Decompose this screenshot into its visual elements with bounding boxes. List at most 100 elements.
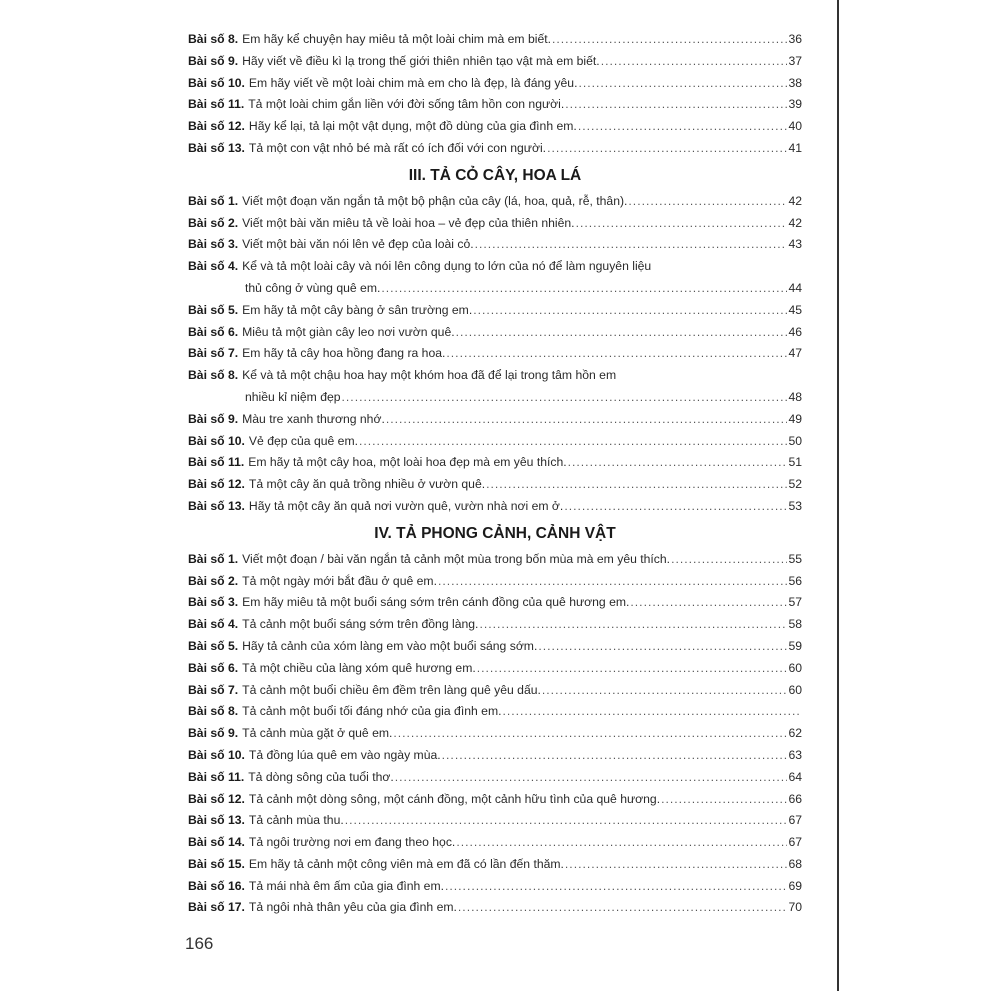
entry-number: Bài số 13.: [188, 813, 245, 828]
entry-number: Bài số 11.: [188, 97, 245, 112]
toc-entry: Bài số 12. Tả một cây ăn quả trồng nhiều …: [188, 474, 802, 496]
dot-leader: [578, 73, 787, 95]
entry-number: Bài số 3.: [188, 237, 239, 252]
entry-page: 64: [788, 769, 802, 784]
entry-title: Tả một loài chim gắn liền với đời sống t…: [248, 97, 565, 112]
toc-entry: Bài số 11.Tả dòng sông của tuổi thơ. 64: [188, 767, 802, 789]
toc-entry: Bài số 1. Viết một đoạn / bài văn ngắn tả…: [188, 549, 802, 571]
entry-title: Viết một đoạn văn ngắn tả một bộ phận củ…: [242, 193, 628, 208]
entry-title: Tả dòng sông của tuổi thơ.: [248, 769, 394, 784]
dot-leader: [552, 29, 787, 51]
entry-title: Tả mái nhà êm ấm của gia đình em.: [248, 878, 445, 893]
entry-title: thủ công ở vùng quê em.: [245, 280, 381, 295]
entry-page: 36: [788, 32, 802, 46]
entry-number: Bài số 8.: [188, 704, 239, 719]
toc-entry: Bài số 17. Tả ngôi nhà thân yêu của gia đ…: [188, 897, 802, 919]
entry-page: 50: [788, 433, 802, 448]
entry-page: 47: [788, 346, 802, 361]
dot-leader: [479, 614, 787, 636]
entry-title: Hãy viết về điều kì lạ trong thế giới th…: [242, 53, 600, 68]
entry-title: Tả một ngày mới bắt đầu ở quê em.: [242, 573, 437, 588]
page-edge-line: [837, 0, 839, 991]
entry-number: Bài số 12.: [188, 119, 245, 134]
entry-page: 40: [788, 119, 802, 134]
dot-leader: [578, 116, 788, 138]
entry-number: Bài số 8.: [188, 368, 239, 383]
entry-page: 48: [788, 389, 802, 404]
dot-leader: [542, 680, 788, 702]
entry-number: Bài số 4.: [188, 259, 239, 274]
entry-number: Bài số 5.: [188, 638, 239, 653]
toc-entry: Bài số 7. Tả cảnh một buổi chiều êm đềm t…: [188, 680, 802, 702]
entry-page: 38: [788, 75, 802, 90]
entry-title: Viết một bài văn miêu tả về loài hoa – v…: [242, 215, 575, 230]
toc-entry: Bài số 13. Tả một con vật nhỏ bé mà rất c…: [188, 138, 802, 160]
entry-number: Bài số 6.: [188, 324, 239, 339]
dot-leader: [458, 897, 788, 919]
toc-entry: Bài số 6. Miêu tả một giàn cây leo nơi vư…: [188, 322, 802, 344]
entry-number: Bài số 2.: [188, 215, 239, 230]
entry-number: Bài số 8.: [188, 32, 239, 46]
toc-entry: Bài số 5. Em hãy tả một cây bàng ở sân tr…: [188, 300, 802, 322]
entry-number: Bài số 17.: [188, 900, 245, 915]
entry-title: Tả một chiều của làng xóm quê hương em.: [242, 660, 476, 675]
toc-entry: Bài số 2. Tả một ngày mới bắt đầu ở quê e…: [188, 571, 802, 593]
toc-entry: Bài số 4. Kể và tả một loài cây và nói lê…: [188, 256, 802, 278]
entry-page: 60: [788, 660, 802, 675]
dot-leader: [565, 854, 788, 876]
entry-title: Tả ngôi nhà thân yêu của gia đình em.: [248, 900, 457, 915]
entry-page: 53: [788, 498, 802, 513]
toc-entry: Bài số 3. Em hãy miêu tả một buổi sáng sớ…: [188, 592, 802, 614]
entry-title: Em hãy kể chuyện hay miêu tả một loài ch…: [242, 32, 552, 46]
entry-title: Em hãy viết về một loài chim mà em cho l…: [248, 75, 578, 90]
dot-leader: [445, 876, 787, 898]
entry-page: 59: [788, 638, 802, 653]
section-heading: III. TẢ CỎ CÂY, HOA LÁ: [408, 166, 582, 184]
toc-entry: Bài số 12. Tả cảnh một dòng sông, một cán…: [188, 789, 802, 811]
entry-number: Bài số 10.: [188, 433, 245, 448]
entry-number: Bài số 7.: [188, 346, 239, 361]
dot-leader: [342, 387, 788, 409]
entry-title: Hãy kể lại, tả lại một vật dụng, một đồ …: [248, 119, 577, 134]
section-heading: IV. TẢ PHONG CẢNH, CẢNH VẬT: [374, 524, 616, 542]
entry-title: Tả cảnh một buổi sáng sớm trên đồng làng…: [242, 617, 479, 632]
dot-leader: [438, 571, 787, 593]
dot-leader: [381, 278, 787, 300]
entry-page: 67: [788, 835, 802, 850]
entry-number: Bài số 13.: [188, 140, 245, 155]
dot-leader: [630, 592, 787, 614]
page-number: 166: [185, 934, 214, 953]
entry-number: Bài số 2.: [188, 573, 239, 588]
entry-number: Bài số 12.: [188, 477, 245, 492]
toc-entry: Bài số 8. Tả cảnh một buổi tối đáng nhớ c…: [188, 701, 802, 723]
entry-number: Bài số 13.: [188, 498, 245, 513]
dot-leader: [601, 51, 788, 73]
dot-leader: [502, 701, 801, 723]
entry-number: Bài số 7.: [188, 682, 239, 697]
dot-leader: [565, 94, 787, 116]
entry-number: Bài số 1.: [188, 551, 239, 566]
dot-leader: [671, 549, 787, 571]
entry-title: Em hãy tả một cây bàng ở sân trường em.: [242, 302, 473, 317]
entry-number: Bài số 9.: [188, 411, 239, 426]
toc-entry: Bài số 3. Viết một bài văn nói lên vẻ đẹp…: [188, 234, 802, 256]
entry-number: Bài số 1.: [188, 193, 239, 208]
entry-title: Tả cảnh một buổi tối đáng nhớ của gia đì…: [242, 704, 502, 719]
dot-leader: [359, 431, 787, 453]
entry-page: 66: [788, 791, 802, 806]
entry-title: Viết một bài văn nói lên vẻ đẹp của loài…: [242, 237, 474, 252]
entry-page: 51: [788, 455, 802, 470]
dot-leader: [442, 745, 788, 767]
toc-entry: Bài số 14. Tả ngôi trường nơi em đang the…: [188, 832, 802, 854]
entry-page: 56: [788, 573, 802, 588]
entry-title: Tả cảnh một dòng sông, một cánh đồng, mộ…: [248, 791, 661, 806]
entry-title: Tả ngôi trường nơi em đang theo học.: [248, 835, 456, 850]
toc-entry: Bài số 16. Tả mái nhà êm ấm của gia đình …: [188, 876, 802, 898]
dot-leader: [628, 191, 787, 213]
toc-entry: Bài số 11. Tả một loài chim gắn liền với …: [188, 94, 802, 116]
entry-number: Bài số 14.: [188, 835, 245, 850]
toc-entry: nhiều kỉ niệm đẹp 48: [188, 387, 802, 409]
entry-title: Tả đồng lúa quê em vào ngày mùa.: [248, 747, 441, 762]
entry-title: Hãy tả một cây ăn quả nơi vườn quê, vườn…: [248, 498, 564, 513]
toc-entry: Bài số 9.Tả cảnh mùa gặt ở quê em. 62: [188, 723, 802, 745]
